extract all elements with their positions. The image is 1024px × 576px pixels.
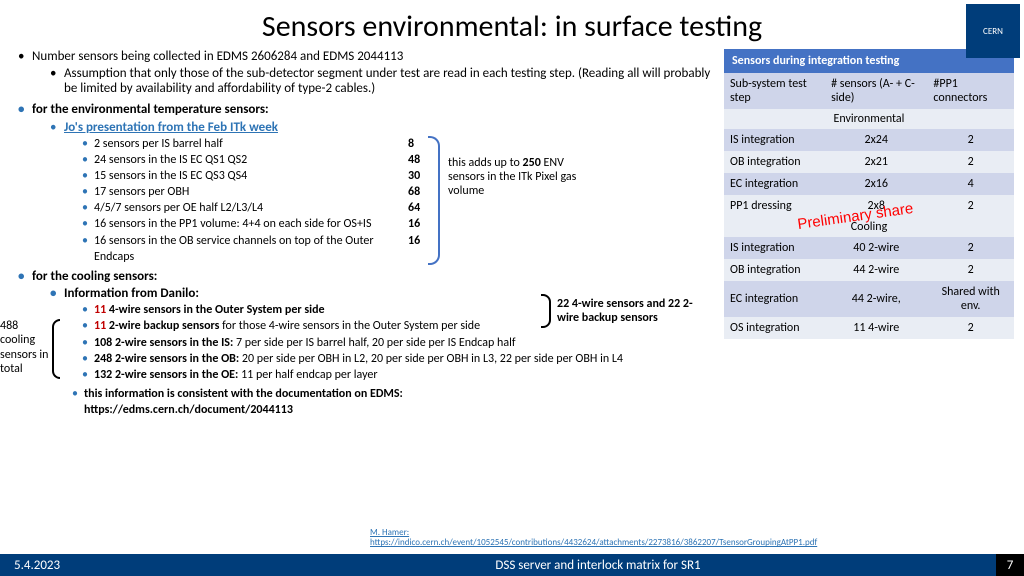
cool-header: for the cooling sensors: <box>18 269 712 285</box>
reference-link[interactable]: M. Hamer:https://indico.cern.ch/event/10… <box>370 528 600 548</box>
sensor-table: Sensors during integration testing Sub-s… <box>724 49 1014 339</box>
env-summary: this adds up to 250 ENV sensors in the I… <box>448 136 588 266</box>
env-header: for the environmental temperature sensor… <box>18 102 712 118</box>
intro-2: Assumption that only those of the sub-de… <box>36 66 712 96</box>
cern-logo: CERN <box>966 4 1020 58</box>
page-title: Sensors environmental: in surface testin… <box>0 0 1024 49</box>
env-link[interactable]: Jo's presentation from the Feb ITk week <box>36 120 712 135</box>
env-sensor-list: 2 sensors per IS barrel half24 sensors i… <box>78 136 408 266</box>
brace-icon <box>52 319 60 379</box>
footer: 5.4.2023 DSS server and interlock matrix… <box>0 554 1024 576</box>
cool-backup-note: 22 4-wire sensors and 22 2-wire backup s… <box>557 297 702 326</box>
cool-total: 488 cooling sensors in total <box>0 319 50 377</box>
intro-1: Number sensors being collected in EDMS 2… <box>18 49 712 65</box>
edms-consistency: this information is consistent with the … <box>68 386 712 418</box>
